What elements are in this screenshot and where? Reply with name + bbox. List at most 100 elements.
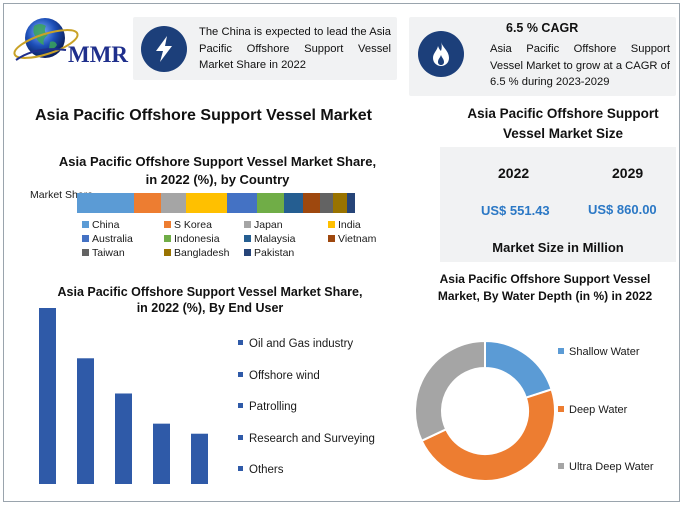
legend-label: S Korea	[174, 219, 212, 231]
donut-slice-ultra-deep-water	[414, 339, 486, 443]
leader-text: The China is expected to lead the Asia P…	[199, 26, 391, 71]
legend-label: Pakistan	[254, 247, 295, 259]
legend-bullet	[238, 403, 243, 408]
legend-swatch	[558, 348, 564, 354]
enduser-bar-oil-and-gas-industry	[39, 308, 56, 484]
donut-slice-shallow-water	[484, 339, 553, 399]
legend-label: Offshore wind	[249, 369, 320, 382]
legend-bullet	[238, 340, 243, 345]
country-segment-bangladesh	[333, 193, 347, 213]
legend-bullet	[238, 434, 243, 440]
legend-label: Oil and Gas industry	[249, 338, 354, 350]
country-legend-india: India	[328, 219, 361, 231]
legend-label: Others	[249, 464, 284, 476]
enduser-bar-patrolling	[115, 393, 132, 484]
enduser-bar-others	[191, 433, 208, 484]
main-title: Asia Pacific Offshore Support Vessel Mar…	[35, 107, 373, 124]
legend-swatch	[328, 235, 335, 242]
legend-label: Patrolling	[249, 401, 297, 413]
enduser-chart-title: Asia Pacific Offshore Support Vessel Mar…	[57, 285, 363, 315]
enduser-bar-chart	[39, 308, 208, 484]
legend-swatch	[558, 406, 564, 412]
country-legend-pakistan: Pakistan	[244, 247, 294, 259]
country-legend-bangladesh: Bangladesh	[164, 247, 229, 259]
country-chart-title: Asia Pacific Offshore Support Vessel Mar…	[58, 154, 377, 187]
cagr-text: Asia Pacific Offshore Support Vessel Mar…	[490, 43, 670, 88]
legend-swatch	[82, 235, 89, 242]
legend-swatch	[82, 249, 89, 256]
country-segment-pakistan	[346, 193, 355, 213]
country-legend-malaysia: Malaysia	[244, 233, 295, 245]
market-size-unit: Market Size in Million	[492, 240, 624, 255]
legend-swatch	[244, 249, 251, 256]
depth-legend-deep-water: Deep Water	[558, 404, 627, 416]
enduser-legend-offshore-wind: Offshore wind	[238, 370, 320, 382]
info-box-leader: The China is expected to lead the Asia P…	[133, 17, 397, 80]
legend-label: Deep Water	[569, 404, 628, 416]
country-legend-taiwan: Taiwan	[82, 247, 125, 259]
legend-label: Ultra Deep Water	[569, 461, 654, 473]
legend-label: Research and Surveying	[249, 432, 375, 445]
legend-swatch	[164, 221, 171, 228]
info-box-cagr: 6.5 % CAGR Asia Pacific Offshore Support…	[409, 17, 676, 96]
enduser-legend-oil-and-gas-industry: Oil and Gas industry	[238, 338, 353, 350]
legend-swatch	[244, 235, 251, 242]
legend-label: Indonesia	[174, 233, 220, 245]
country-legend-china: China	[82, 219, 119, 231]
country-legend-japan: Japan	[244, 219, 283, 231]
legend-swatch	[164, 235, 171, 242]
country-segment-australia	[226, 193, 257, 213]
enduser-bar-offshore-wind	[77, 358, 94, 484]
infographic-frame	[3, 3, 680, 502]
value-2022: US$ 551.43	[481, 203, 550, 218]
donut-slice-deep-water	[420, 388, 556, 482]
country-segment-japan	[161, 193, 186, 213]
cagr-title: 6.5 % CAGR	[506, 21, 579, 35]
legend-label: Bangladesh	[174, 247, 230, 259]
enduser-legend-others: Others	[238, 464, 284, 476]
legend-label: India	[338, 219, 361, 231]
legend-label: Vietnam	[338, 233, 377, 245]
legend-swatch	[164, 249, 171, 256]
enduser-legend-patrolling: Patrolling	[238, 401, 297, 413]
country-segment-vietnam	[303, 193, 320, 213]
lightning-icon	[141, 26, 187, 72]
country-segment-indonesia	[256, 193, 285, 213]
country-segment-china	[77, 193, 135, 213]
depth-chart-title: Asia Pacific Offshore Support Vessel Mar…	[437, 272, 653, 303]
depth-legend-ultra-deep-water: Ultra Deep Water	[558, 461, 654, 473]
depth-legend-shallow-water: Shallow Water	[558, 346, 640, 358]
legend-label: Japan	[254, 219, 283, 231]
legend-bullet	[238, 371, 243, 377]
value-2029: US$ 860.00	[588, 202, 657, 217]
country-legend-s-korea: S Korea	[164, 219, 212, 231]
legend-swatch	[328, 221, 335, 228]
country-legend-australia: Australia	[82, 233, 133, 245]
legend-label: Australia	[92, 233, 133, 245]
flame-icon	[418, 31, 464, 77]
country-legend-indonesia: Indonesia	[164, 233, 220, 245]
country-stacked-bar	[77, 193, 355, 213]
legend-label: Malaysia	[254, 233, 296, 245]
legend-swatch	[244, 221, 251, 228]
country-segment-taiwan	[319, 193, 334, 213]
logo-text: MMR	[68, 42, 129, 67]
market-size-title: Asia Pacific Offshore Support Vessel Mar…	[467, 106, 659, 141]
country-segment-india	[186, 193, 227, 213]
depth-donut-chart	[414, 339, 556, 482]
legend-swatch	[558, 463, 564, 469]
legend-swatch	[82, 221, 89, 228]
globe-icon	[13, 18, 79, 61]
legend-label: Taiwan	[92, 247, 125, 259]
market-size-box: 2022 2029 US$ 551.43 US$ 860.00 Market S…	[440, 147, 676, 262]
country-segment-malaysia	[284, 193, 304, 213]
country-legend-vietnam: Vietnam	[328, 233, 376, 245]
legend-label: Shallow Water	[569, 346, 640, 358]
legend-bullet	[238, 466, 243, 471]
year-2029: 2029	[612, 165, 644, 181]
logo: MMR	[10, 12, 135, 72]
enduser-legend-research-and-surveying: Research and Surveying	[238, 433, 375, 445]
enduser-bar-research-and-surveying	[153, 423, 170, 484]
country-segment-s-korea	[134, 193, 162, 213]
year-2022: 2022	[498, 165, 530, 181]
